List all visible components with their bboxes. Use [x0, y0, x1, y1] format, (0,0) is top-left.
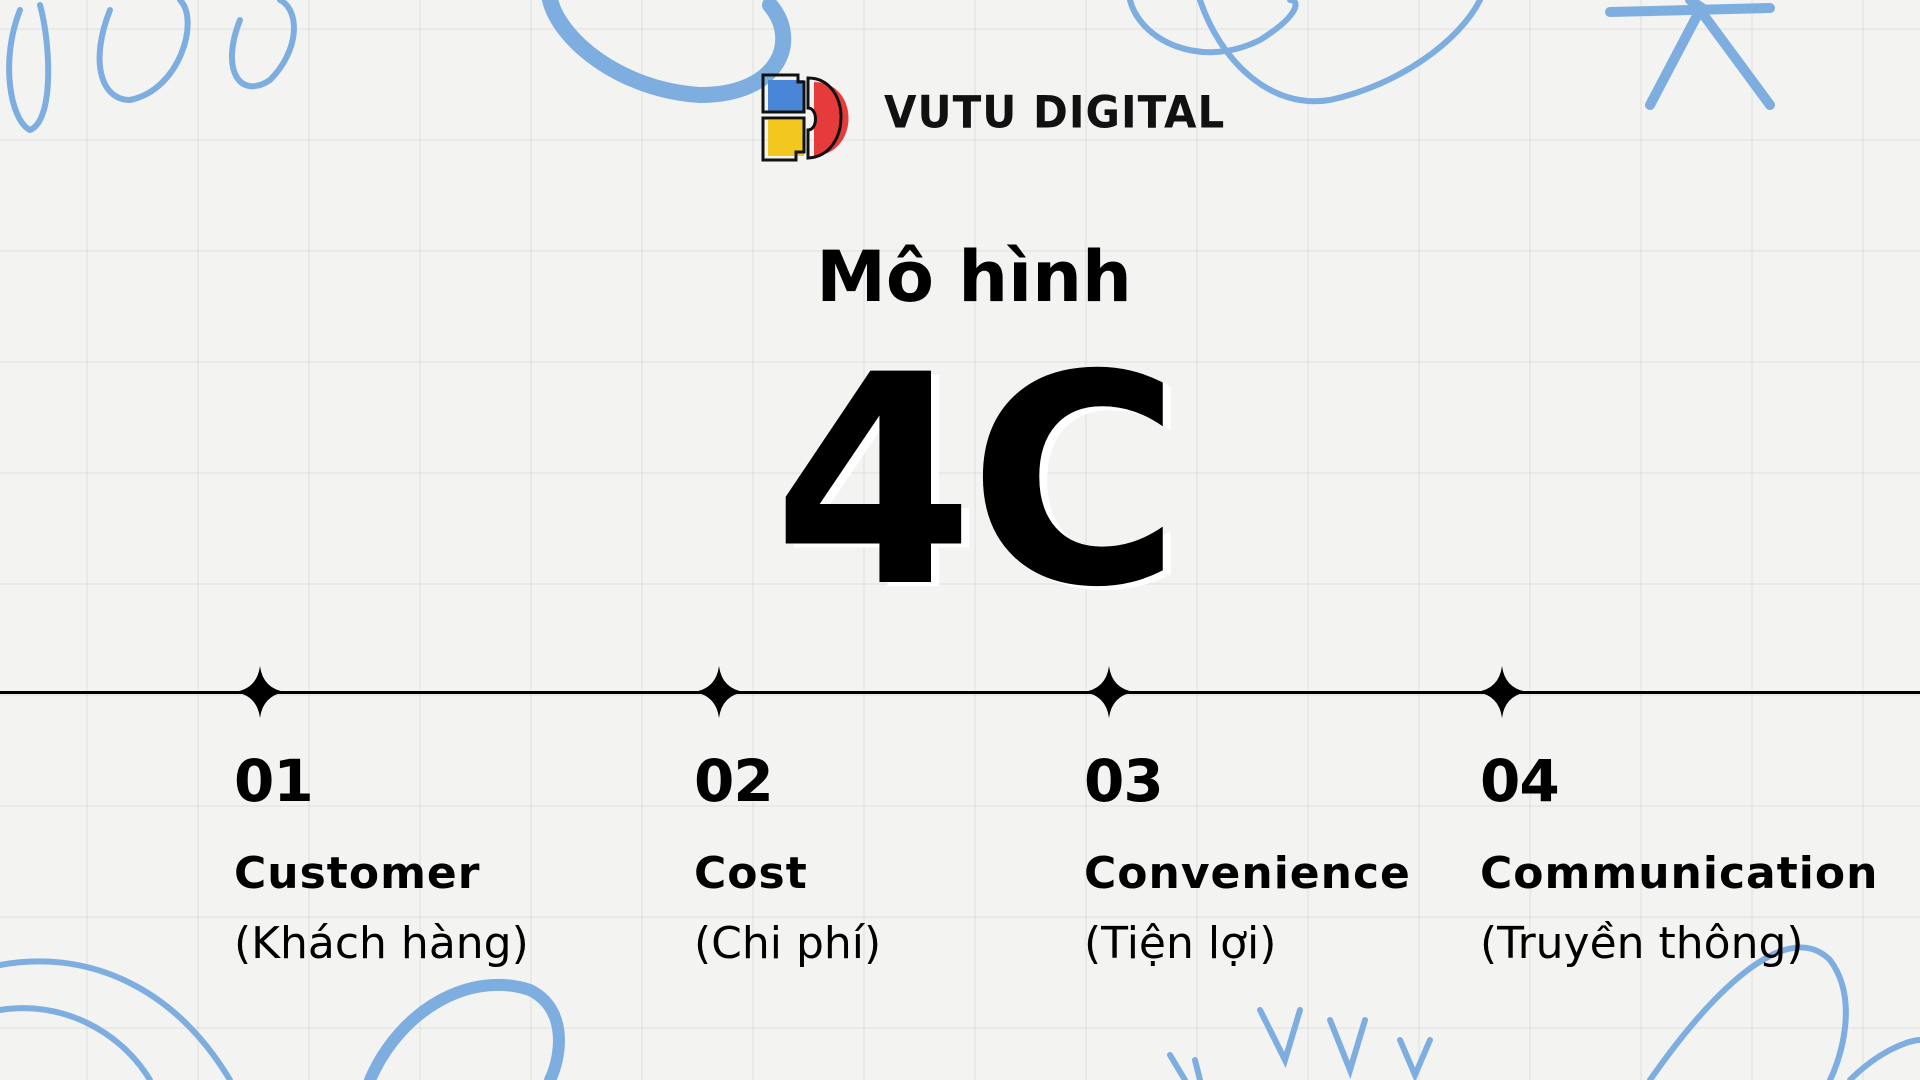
- item-label: Communication: [1480, 848, 1879, 899]
- timeline-line: [0, 691, 1920, 694]
- item-convenience: 03 Convenience (Tiện lợi): [1084, 748, 1411, 970]
- item-subtitle: (Khách hàng): [234, 918, 529, 969]
- item-label: Cost: [694, 848, 808, 899]
- headline: 4C: [772, 314, 1182, 651]
- star-icon: [693, 666, 745, 718]
- item-label: Convenience: [1084, 848, 1411, 899]
- star-icon: [234, 666, 286, 718]
- item-number: 01: [234, 747, 314, 815]
- item-subtitle: (Tiện lợi): [1084, 918, 1277, 969]
- vutu-digital-logo: [761, 73, 849, 162]
- page-title: Mô hình: [816, 236, 1132, 318]
- star-icon: [1083, 666, 1135, 718]
- item-number: 03: [1084, 747, 1164, 815]
- item-subtitle: (Chi phí): [694, 918, 882, 969]
- item-subtitle: (Truyền thông): [1480, 918, 1804, 969]
- item-number: 04: [1480, 747, 1560, 815]
- item-customer: 01 Customer (Khách hàng): [234, 748, 529, 970]
- star-icon: [1476, 666, 1528, 718]
- item-communication: 04 Communication (Truyền thông): [1480, 748, 1878, 970]
- item-cost: 02 Cost (Chi phí): [694, 748, 881, 970]
- item-number: 02: [694, 747, 774, 815]
- brand-name: VUTU DIGITAL: [884, 86, 1226, 139]
- item-label: Customer: [234, 848, 481, 899]
